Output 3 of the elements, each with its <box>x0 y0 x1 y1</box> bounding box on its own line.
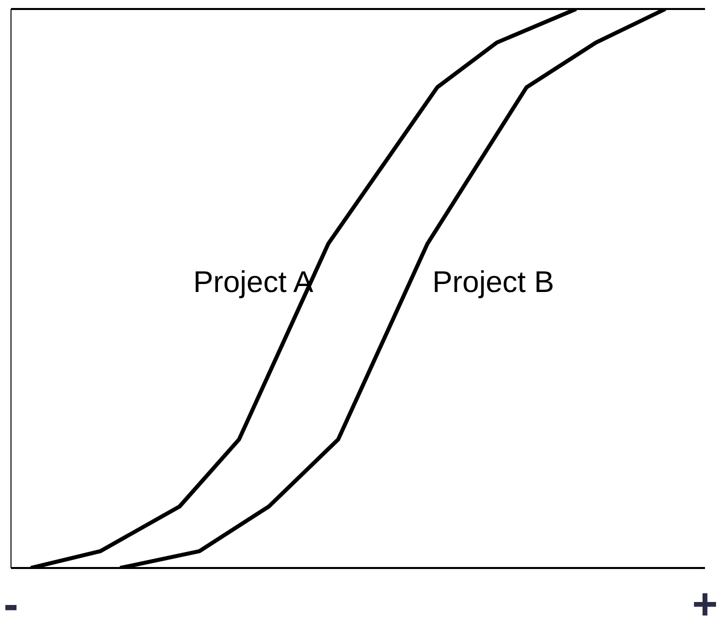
x-tick-label: + <box>692 580 718 630</box>
x-tick-label: - <box>4 580 18 630</box>
series-label: Project B <box>432 266 554 299</box>
